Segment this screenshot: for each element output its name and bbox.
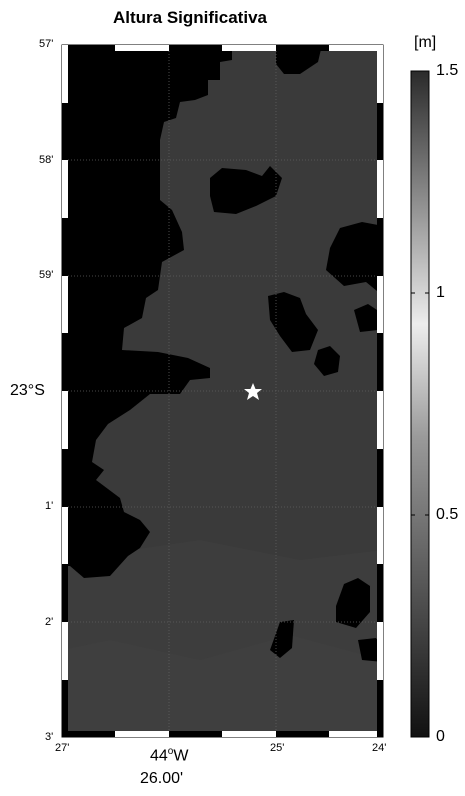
land-southeast-1: [336, 578, 370, 628]
grid-lines: [62, 45, 383, 737]
land-north-patch: [210, 166, 282, 214]
lat-label-2: 2': [45, 616, 54, 628]
land-northeast: [276, 45, 322, 74]
map-frame: [61, 44, 384, 738]
land-east-3: [354, 304, 380, 332]
colorbar-ticks: [411, 70, 429, 738]
lat-label-1: 1': [45, 500, 54, 512]
lon-sub-label: 26.00': [140, 770, 184, 787]
lon-main-suffix: W: [173, 747, 189, 765]
lat-label-23s: 23°S: [10, 382, 45, 399]
lon-label-24: 24': [372, 742, 387, 754]
colorbar-unit: [m]: [414, 34, 437, 51]
lat-label-3: 3': [45, 731, 54, 743]
lat-label-57: 57': [39, 38, 54, 50]
colorbar-tick-1-5: 1.5: [436, 62, 459, 79]
colorbar-tick-0-5: 0.5: [436, 506, 459, 523]
lon-main-degree: 44: [150, 747, 168, 765]
lon-label-25: 25': [270, 742, 285, 754]
station-star-icon: [244, 383, 262, 400]
lon-label-44w: 44oW: [150, 746, 188, 765]
land-east-4: [314, 346, 340, 376]
degree-symbol: o: [167, 746, 174, 757]
lat-label-58: 58': [39, 154, 54, 166]
land-west: [62, 45, 232, 578]
colorbar-tick-1: 1: [436, 284, 445, 301]
land-southeast-2: [358, 638, 383, 662]
map-title: Altura Significativa: [113, 8, 267, 27]
lon-label-27: 27': [55, 742, 70, 754]
lat-label-59: 59': [39, 269, 54, 281]
sea-band-south: [62, 635, 383, 737]
land-east-1: [326, 222, 383, 296]
land-east-2: [268, 292, 318, 352]
colorbar-tick-0: 0: [436, 728, 445, 745]
colorbar: [410, 70, 430, 738]
